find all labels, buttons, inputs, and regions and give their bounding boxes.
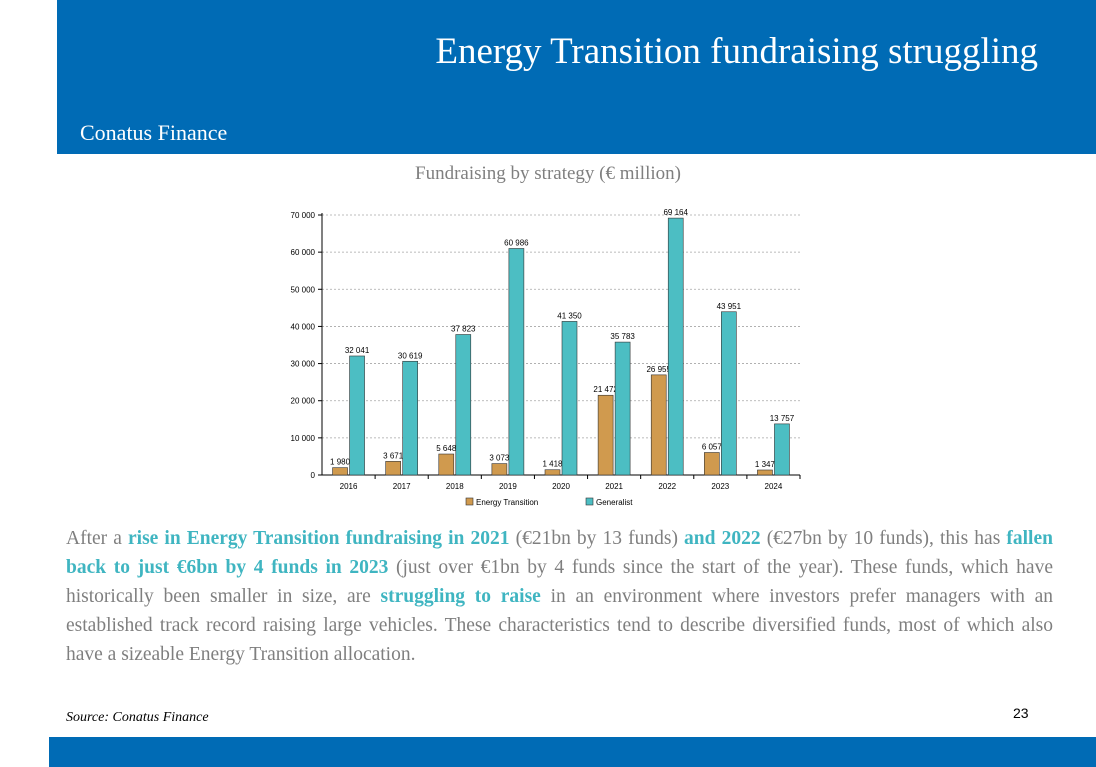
- bar-energy-transition: [704, 452, 720, 476]
- bar-energy-transition: [332, 467, 348, 476]
- legend-swatch: [465, 497, 474, 506]
- y-tick-label: 30 000: [291, 360, 316, 369]
- data-label: 3 073: [489, 454, 510, 463]
- y-tick-label: 20 000: [291, 397, 316, 406]
- data-label: 13 757: [770, 414, 795, 423]
- body-highlight-3: fallen back to just €6bn by 4 funds in 2…: [66, 528, 1053, 578]
- x-tick-label: 2019: [499, 482, 517, 491]
- bar-energy-transition: [597, 394, 614, 476]
- data-label: 6 057: [702, 443, 723, 452]
- source-note: Source: Conatus Finance: [66, 710, 209, 725]
- x-tick-label: 2018: [446, 482, 464, 491]
- x-tick-label: 2020: [552, 482, 570, 491]
- y-tick-label: 70 000: [291, 211, 316, 220]
- data-label: 32 041: [345, 346, 370, 355]
- fundraising-bar-chart: 0 10 000 20 000 30 000 40 000 50 000 60 000 70 …: [291, 208, 801, 507]
- y-tick-label: 10 000: [291, 434, 316, 443]
- bar-energy-transition: [650, 374, 667, 476]
- body-text-1: After a: [66, 528, 128, 549]
- bar-energy-transition: [385, 461, 401, 476]
- bar-energy-transition: [544, 469, 561, 476]
- chart-title: Fundraising by strategy (€ million): [415, 163, 681, 184]
- x-tick-label: 2017: [393, 482, 411, 491]
- data-label: 1 980: [330, 458, 351, 467]
- page-title: Energy Transition fundraising struggling: [435, 31, 1038, 72]
- bar-generalist: [721, 311, 737, 476]
- x-tick-label: 2021: [605, 482, 623, 491]
- bar-energy-transition: [491, 463, 508, 476]
- bar-generalist: [508, 248, 525, 476]
- bar-generalist: [614, 341, 631, 476]
- legend-label: Generalist: [596, 498, 633, 507]
- body-highlight-4: struggling to raise: [380, 586, 541, 607]
- brand-name: Conatus Finance: [80, 120, 228, 145]
- x-tick-label: 2022: [658, 482, 676, 491]
- x-tick-label: 2016: [340, 482, 358, 491]
- body-highlight-2: and 2022: [684, 528, 761, 549]
- body-text-4: (just over €1bn by 4 funds since the sta…: [66, 557, 1053, 607]
- bar-generalist: [349, 355, 365, 476]
- data-label: 30 619: [398, 351, 423, 360]
- y-tick-label: 0: [311, 471, 316, 480]
- data-label: 1 418: [542, 460, 563, 469]
- data-label: 1 347: [755, 460, 776, 469]
- bar-generalist: [455, 334, 472, 476]
- body-text-5: in an environment where investors prefer…: [66, 586, 1053, 665]
- data-label: 60 986: [504, 238, 529, 247]
- legend-swatch: [585, 497, 594, 506]
- page-number: 23: [1013, 705, 1029, 721]
- bar-generalist: [667, 217, 684, 476]
- y-tick-label: 60 000: [291, 248, 316, 257]
- data-label: 26 955: [646, 365, 671, 374]
- footer-banner: [49, 737, 1096, 767]
- body-text-3: (€27bn by 10 funds), this has: [760, 528, 1007, 549]
- header-banner: Energy Transition fundraising struggling…: [57, 0, 1096, 154]
- bar-generalist: [774, 423, 790, 476]
- body-text-2: (€21bn by 13 funds): [509, 528, 685, 549]
- data-label: 43 951: [717, 302, 742, 311]
- data-label: 35 783: [610, 332, 635, 341]
- legend-label: Energy Transition: [476, 498, 538, 507]
- data-label: 21 472: [593, 385, 618, 394]
- data-label: 5 648: [436, 444, 457, 453]
- bar-generalist: [402, 360, 418, 476]
- data-label: 3 671: [383, 451, 404, 460]
- bar-generalist: [561, 321, 578, 476]
- bar-energy-transition: [757, 469, 773, 476]
- y-tick-label: 40 000: [291, 322, 316, 331]
- bar-energy-transition: [438, 453, 455, 476]
- data-label: 69 164: [663, 208, 688, 217]
- data-label: 41 350: [557, 311, 582, 320]
- body-paragraph: After a rise in Energy Transition fundra…: [66, 524, 1053, 669]
- body-highlight-1: rise in Energy Transition fundraising in…: [128, 528, 510, 549]
- x-tick-label: 2023: [711, 482, 729, 491]
- y-tick-label: 50 000: [291, 285, 316, 294]
- data-label: 37 823: [451, 325, 476, 334]
- x-tick-label: 2024: [765, 482, 783, 491]
